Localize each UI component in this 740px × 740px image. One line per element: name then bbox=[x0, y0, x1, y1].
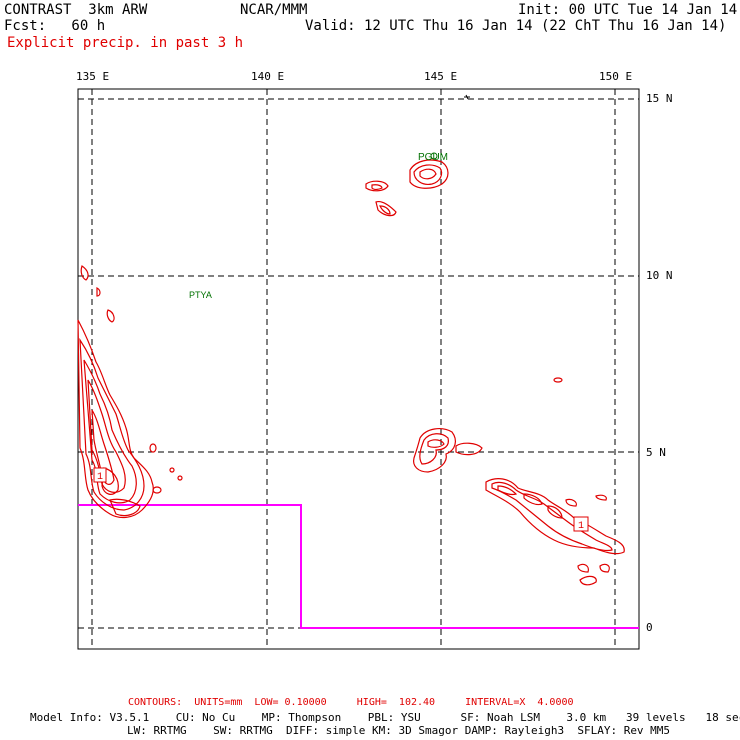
lat-label-15n: 15 N bbox=[646, 92, 673, 105]
contour-east-10 bbox=[599, 563, 610, 573]
contour-east-7 bbox=[595, 494, 607, 501]
contour-west-core bbox=[101, 467, 119, 495]
contour-label-east: 1 bbox=[578, 521, 584, 532]
model-info-1: Model Info: V3.5.1 CU: No Cu MP: Thompso… bbox=[30, 711, 740, 724]
contour-nw-2b bbox=[379, 205, 391, 215]
contour-east-5 bbox=[547, 505, 563, 519]
forecast-hour: Fcst: 60 h bbox=[4, 18, 106, 34]
contour-west-small-1 bbox=[80, 265, 89, 281]
contour-central-2 bbox=[419, 433, 449, 465]
graticule bbox=[78, 89, 639, 649]
contour-east-8 bbox=[577, 563, 589, 573]
contour-east-4 bbox=[523, 493, 543, 506]
contour-nw-1 bbox=[365, 180, 389, 192]
contour-guam-2 bbox=[413, 164, 443, 185]
precip-contours bbox=[77, 159, 625, 586]
contour-east-6 bbox=[565, 498, 577, 507]
contour-west-base bbox=[109, 498, 141, 517]
valid-time: Valid: 12 UTC Thu 16 Jan 14 (22 ChT Thu … bbox=[305, 18, 727, 34]
contour-west-2 bbox=[79, 337, 145, 511]
contour-guam-outer bbox=[409, 159, 449, 189]
contour-west-small-5 bbox=[169, 467, 175, 473]
lat-label-5n: 5 N bbox=[646, 446, 666, 459]
contour-west-small-7 bbox=[152, 486, 162, 494]
contour-nw-2 bbox=[375, 201, 397, 217]
model-info-2: LW: RRTMG SW: RRTMG DIFF: simple KM: 3D … bbox=[127, 724, 671, 737]
contour-west-small-3 bbox=[106, 309, 115, 323]
station-ptya: PTYA bbox=[189, 290, 212, 300]
lat-label-10n: 10 N bbox=[646, 269, 673, 282]
map-mark bbox=[464, 94, 470, 100]
contour-central-east bbox=[455, 442, 483, 456]
contour-east-3 bbox=[497, 485, 518, 496]
contour-label-box-west bbox=[93, 467, 107, 483]
lon-label-145: 145 E bbox=[424, 70, 458, 83]
contour-nw-1b bbox=[371, 184, 383, 191]
contour-east-2 bbox=[491, 481, 613, 552]
lon-label-150: 150 E bbox=[599, 70, 633, 83]
contour-west-small-2 bbox=[96, 287, 101, 297]
contour-central-3 bbox=[427, 439, 445, 448]
contour-isolated bbox=[553, 377, 563, 383]
model-title: CONTRAST 3km ARW bbox=[4, 2, 148, 18]
lon-label-140: 140 E bbox=[251, 70, 285, 83]
contours-info: CONTOURS: UNITS=mm LOW= 0.10000 HIGH= 10… bbox=[128, 697, 574, 708]
organization: NCAR/MMM bbox=[240, 2, 308, 18]
contour-label-west: 1 bbox=[97, 472, 103, 483]
init-time: Init: 00 UTC Tue 14 Jan 14 bbox=[518, 2, 738, 18]
contour-west-small-4 bbox=[149, 443, 157, 453]
contour-guam-3 bbox=[419, 168, 437, 180]
contour-central-outer bbox=[413, 428, 456, 473]
contour-west-small-6 bbox=[177, 475, 183, 481]
field-name: Explicit precip. in past 3 h bbox=[7, 35, 244, 51]
contour-west-3 bbox=[83, 359, 137, 504]
station-pgum: PGUM bbox=[418, 152, 448, 163]
lat-label-equator: 0 bbox=[646, 621, 653, 634]
map-frame bbox=[77, 88, 640, 650]
contour-label-box-east bbox=[573, 516, 589, 532]
contour-west-outer bbox=[77, 319, 154, 519]
contour-east-9 bbox=[579, 575, 597, 586]
contour-west-5 bbox=[91, 409, 115, 485]
domain-boundary bbox=[78, 504, 639, 629]
contour-east-outer bbox=[485, 478, 625, 555]
lon-label-135: 135 E bbox=[76, 70, 110, 83]
station-pgum-marker bbox=[430, 152, 438, 160]
